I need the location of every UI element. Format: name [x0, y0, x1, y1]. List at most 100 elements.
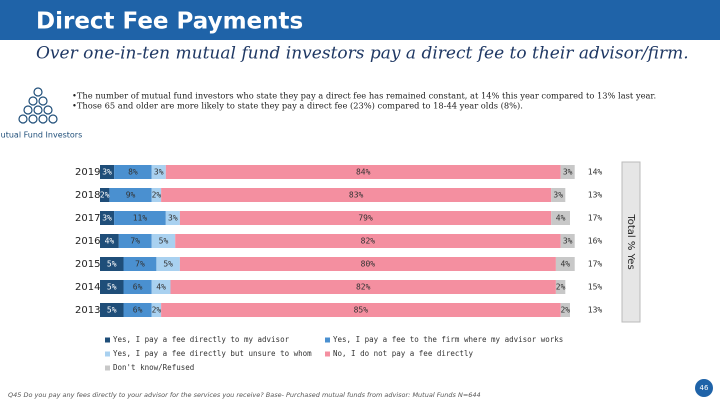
bar-segment [179, 211, 552, 225]
bar-segment [100, 234, 119, 248]
legend-label: Yes, I pay a fee to the firm where my ad… [333, 335, 563, 344]
category-label: 2017 [75, 213, 100, 224]
legend-label: No, I do not pay a fee directly [333, 349, 473, 358]
totals-box [621, 161, 641, 323]
total-label: 17% [588, 214, 603, 223]
category-label: 2014 [75, 282, 100, 293]
total-label: 15% [588, 283, 603, 292]
value-label: 5% [107, 260, 117, 269]
footnote: Q45 Do you pay any fees directly to your… [8, 391, 481, 399]
chart: 2019 3% 8% 3% 84% 3% 14%2018 2% 9% 2% 83% 3% 13%2017… [75, 165, 602, 372]
bar-segment [123, 280, 152, 294]
bar-segment [123, 303, 152, 317]
legend-label: Don't know/Refused [113, 363, 194, 372]
bar-segment [114, 165, 152, 179]
category-label: 2013 [75, 305, 100, 316]
title: Direct Fee Payments [36, 9, 303, 35]
value-label: 5% [107, 283, 117, 292]
bar-segment [551, 188, 566, 202]
total-label: 17% [588, 260, 603, 269]
bar-segment [151, 234, 176, 248]
bar-segment [165, 211, 180, 225]
category-label: 2016 [75, 236, 100, 247]
value-label: 6% [133, 283, 143, 292]
value-label: 3% [563, 168, 573, 177]
category-label: 2015 [75, 259, 100, 270]
legend-swatch [105, 351, 110, 357]
bar-segment [165, 165, 561, 179]
value-label: 82% [361, 237, 376, 246]
value-label: 80% [361, 260, 376, 269]
value-label: 3% [553, 191, 563, 200]
bullet: •Those 65 and older are more likely to s… [72, 101, 523, 111]
bar-segment [161, 303, 561, 317]
value-label: 2% [556, 283, 566, 292]
bar-segment [100, 257, 124, 271]
icon-label: Mutual Fund Investors [0, 131, 82, 140]
value-label: 3% [102, 214, 112, 223]
bar-segment [100, 280, 124, 294]
bar-segment [151, 280, 171, 294]
total-label: 13% [588, 191, 603, 200]
value-label: 85% [354, 306, 369, 315]
value-label: 84% [356, 168, 371, 177]
value-label: 8% [128, 168, 138, 177]
value-label: 9% [126, 191, 136, 200]
category-label: 2019 [75, 167, 100, 178]
bar-segment [100, 303, 124, 317]
value-label: 4% [105, 237, 115, 246]
bar-segment [109, 188, 152, 202]
value-label: 79% [358, 214, 373, 223]
bar-segment [560, 165, 575, 179]
value-label: 2% [152, 191, 162, 200]
value-label: 11% [133, 214, 148, 223]
value-label: 5% [163, 260, 173, 269]
value-label: 3% [102, 168, 112, 177]
bar-segment [560, 234, 575, 248]
value-label: 6% [133, 306, 143, 315]
value-label: 3% [154, 168, 164, 177]
page-badge [695, 379, 713, 397]
bar-segment [156, 257, 180, 271]
bar-segment [175, 234, 561, 248]
bar-segment [100, 188, 110, 202]
legend-swatch [325, 337, 330, 343]
value-label: 3% [563, 237, 573, 246]
bar-segment [118, 234, 152, 248]
value-label: 3% [168, 214, 178, 223]
bar-segment [151, 165, 166, 179]
value-label: 4% [156, 283, 166, 292]
bar-segment [151, 188, 162, 202]
bar-segment [551, 211, 570, 225]
bar-segment [555, 280, 566, 294]
bar-segment [560, 303, 570, 317]
value-label: 83% [349, 191, 364, 200]
total-label: 16% [588, 237, 603, 246]
legend-swatch [325, 351, 330, 357]
value-label: 2% [152, 306, 162, 315]
bar-segment [114, 211, 166, 225]
value-label: 4% [560, 260, 570, 269]
value-label: 5% [159, 237, 169, 246]
bar-segment [123, 257, 157, 271]
value-label: 4% [556, 214, 566, 223]
page-number: 46 [700, 384, 709, 392]
totals-title: Total % Yes [625, 213, 636, 269]
category-label: 2018 [75, 190, 100, 201]
value-label: 2% [100, 191, 110, 200]
value-label: 2% [560, 306, 570, 315]
legend-swatch [105, 337, 110, 343]
title-bar [0, 0, 720, 40]
legend-swatch [105, 365, 110, 371]
bar-segment [100, 211, 115, 225]
subtitle: Over one-in-ten mutual fund investors pa… [36, 44, 689, 64]
value-label: 5% [107, 306, 117, 315]
bullet: •The number of mutual fund investors who… [72, 91, 656, 101]
bar-segment [151, 303, 162, 317]
bar-segment [100, 165, 115, 179]
legend-label: Yes, I pay a fee directly but unsure to … [113, 349, 312, 358]
bar-segment [170, 280, 556, 294]
icon [18, 87, 58, 124]
